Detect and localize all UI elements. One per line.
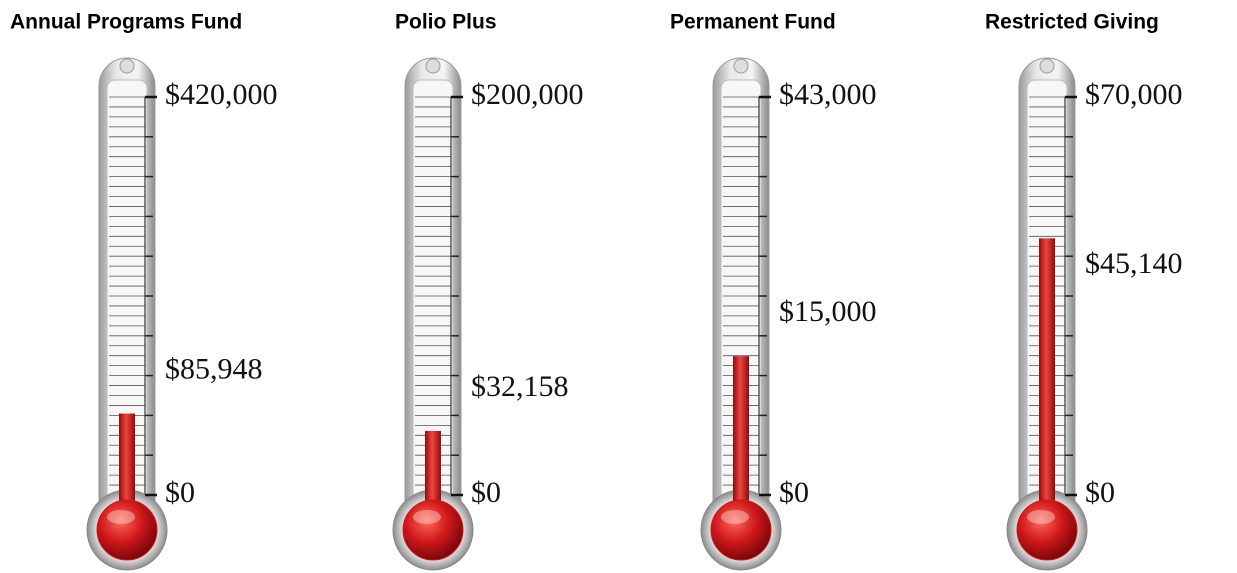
chart-title: Restricted Giving: [985, 11, 1159, 34]
bar: [1039, 238, 1055, 525]
chart-title: Annual Programs Fund: [10, 11, 242, 34]
tick-label: $0: [779, 476, 809, 509]
tick-label: $70,000: [1085, 78, 1183, 111]
chart: Annual Programs Fund $85,948 $0 $420,000 Pol…: [0, 0, 1237, 573]
value-label: $45,140: [1085, 247, 1183, 280]
bulb-shine: [413, 510, 441, 524]
bulb: [403, 500, 463, 560]
value-label: $15,000: [779, 295, 877, 328]
tick-label: $420,000: [165, 78, 278, 111]
bulb-shine: [721, 510, 749, 524]
bulb: [711, 500, 771, 560]
bulb-shine: [1027, 510, 1055, 524]
tick-label: $0: [471, 476, 501, 509]
hanger: [120, 59, 134, 73]
chart-title: Permanent Fund: [670, 11, 836, 34]
hanger: [1040, 59, 1054, 73]
bulb: [1017, 500, 1077, 560]
chart-title: Polio Plus: [395, 11, 497, 34]
tick-label: $43,000: [779, 78, 877, 111]
value-label: $85,948: [165, 352, 263, 385]
tick-label: $200,000: [471, 78, 584, 111]
value-label: $32,158: [471, 370, 569, 403]
bulb: [97, 500, 157, 560]
tick-label: $0: [1085, 476, 1115, 509]
hanger: [734, 59, 748, 73]
hanger: [426, 59, 440, 73]
tick-label: $0: [165, 476, 195, 509]
bulb-shine: [107, 510, 135, 524]
